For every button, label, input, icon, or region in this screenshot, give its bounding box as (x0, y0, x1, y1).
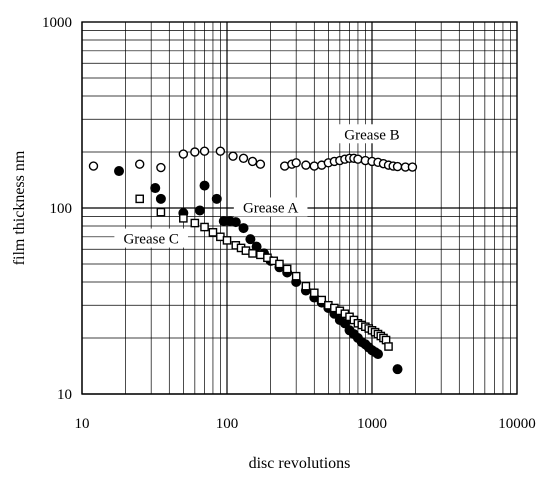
series-grease-c (135, 194, 393, 351)
data-point (208, 228, 218, 237)
data-point (199, 146, 210, 156)
data-marks (88, 146, 418, 375)
data-point (230, 217, 241, 228)
data-point (255, 159, 266, 169)
x-tick-label: 100 (216, 416, 239, 432)
x-tick-label: 1000 (357, 416, 387, 432)
axis-tick-labels: 10 100 1000 10000 10 100 1000 (42, 15, 536, 432)
data-point (88, 161, 99, 171)
data-point (245, 234, 256, 245)
data-point (282, 264, 292, 274)
data-point (291, 271, 301, 281)
data-point (353, 154, 363, 164)
data-point (392, 364, 403, 375)
data-point (291, 158, 301, 168)
data-point (301, 160, 311, 170)
data-point (135, 159, 145, 169)
annotation-background (335, 124, 409, 144)
series-annotation: Grease B (344, 127, 399, 143)
data-point (247, 156, 258, 167)
plot-area (81, 21, 518, 395)
data-point (238, 223, 249, 234)
x-tick-label: 10000 (498, 416, 536, 432)
data-point (215, 146, 226, 156)
x-axis-title: disc revolutions (249, 455, 351, 472)
data-point (190, 147, 200, 157)
series-annotations: Grease B Grease A Grease C (114, 124, 409, 248)
data-point (211, 193, 222, 204)
data-point (135, 194, 145, 204)
data-point (384, 342, 393, 351)
y-axis-title: film thickness nm (11, 150, 28, 265)
data-point (309, 288, 319, 298)
series-grease-b (88, 146, 418, 173)
data-point (275, 259, 284, 269)
y-tick-label: 100 (50, 201, 73, 217)
data-point (256, 250, 265, 260)
data-point (228, 151, 238, 161)
data-point (194, 205, 205, 216)
annotation-background (114, 228, 188, 248)
data-point (150, 183, 161, 194)
data-point (156, 162, 166, 173)
x-tick-label: 10 (75, 416, 90, 432)
y-tick-label: 1000 (42, 15, 72, 31)
data-point (248, 249, 257, 258)
y-tick-label: 10 (57, 387, 72, 403)
data-point (407, 162, 418, 172)
data-point (155, 193, 166, 204)
data-point (156, 207, 166, 217)
data-point (178, 149, 189, 159)
series-annotation: Grease C (123, 232, 178, 248)
data-point (114, 166, 125, 177)
data-point (200, 222, 209, 232)
data-point (392, 161, 403, 172)
data-point (179, 214, 188, 223)
data-point (238, 153, 249, 164)
data-point (301, 281, 311, 291)
series-annotation: Grease A (243, 200, 299, 216)
data-point (190, 218, 200, 228)
data-point (222, 236, 232, 245)
data-point (199, 180, 210, 191)
data-point (317, 295, 327, 305)
data-point (373, 349, 384, 360)
annotation-background (233, 197, 308, 217)
data-point (309, 161, 319, 171)
